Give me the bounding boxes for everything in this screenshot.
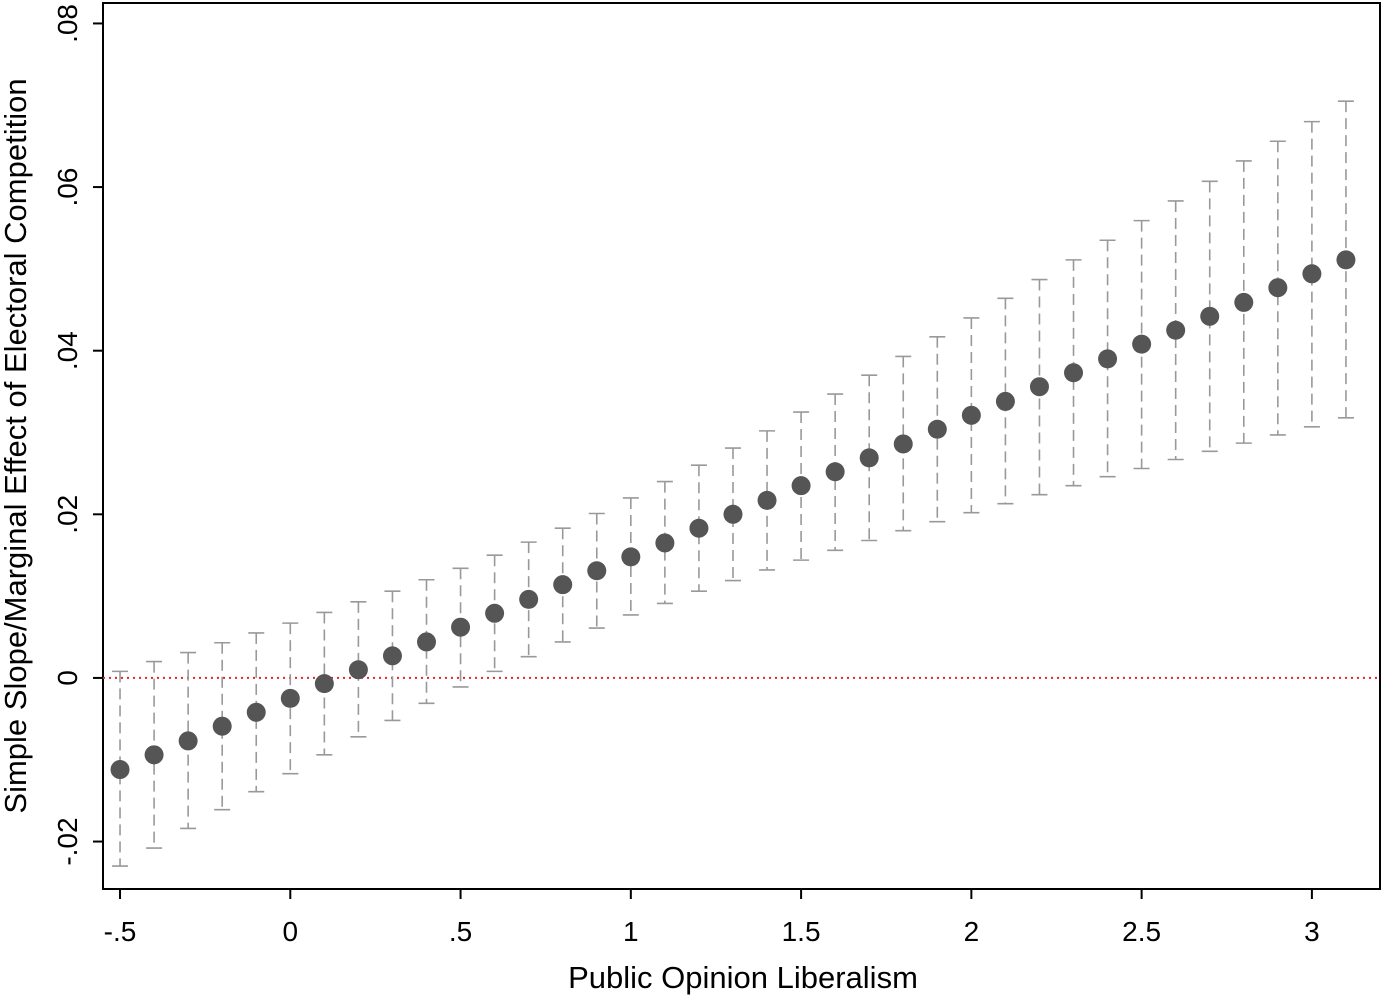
data-point	[1064, 363, 1084, 383]
x-tick-label: -.5	[104, 916, 137, 947]
data-point	[1302, 264, 1322, 284]
points-layer	[110, 250, 1356, 780]
error-bar	[861, 374, 878, 542]
error-bar	[963, 317, 980, 514]
data-point	[893, 434, 913, 454]
data-point	[723, 504, 743, 524]
data-point	[1234, 292, 1254, 312]
data-point	[1200, 306, 1220, 326]
x-tick-label: 2.5	[1122, 916, 1161, 947]
data-point	[791, 476, 811, 496]
data-point	[1336, 250, 1356, 270]
data-point	[553, 575, 573, 595]
data-point	[417, 632, 437, 652]
data-point	[825, 462, 845, 482]
x-tick-label: .5	[449, 916, 472, 947]
y-axis: -.02 0 .02 .04 .06 .08	[52, 4, 103, 866]
x-tick-label: 3	[1304, 916, 1320, 947]
x-axis-title: Public Opinion Liberalism	[568, 960, 918, 995]
data-point	[519, 589, 539, 609]
data-point	[348, 660, 368, 680]
data-point	[859, 448, 879, 468]
x-tick-label: 1.5	[782, 916, 821, 947]
y-tick-label: .02	[52, 495, 83, 534]
error-bar	[1303, 120, 1320, 428]
data-point	[451, 617, 471, 637]
data-point	[280, 688, 300, 708]
data-point	[212, 716, 232, 736]
data-point	[689, 518, 709, 538]
error-bar	[1201, 180, 1218, 453]
data-point	[1098, 349, 1118, 369]
data-point	[1029, 377, 1049, 397]
error-bars-layer	[112, 100, 1354, 867]
data-point	[178, 731, 198, 751]
error-bar	[724, 447, 741, 582]
y-tick-label: 0	[52, 670, 83, 686]
error-bar	[350, 601, 367, 738]
x-tick-label: 2	[964, 916, 980, 947]
y-tick-label: .08	[52, 4, 83, 43]
y-tick-label: .06	[52, 168, 83, 207]
x-tick-label: 1	[623, 916, 639, 947]
y-axis-title: Simple Slope/Marginal Effect of Electora…	[0, 78, 33, 813]
plot-area-frame	[102, 2, 1381, 890]
y-tick-label: .04	[52, 331, 83, 370]
data-point	[961, 405, 981, 425]
data-point	[110, 760, 130, 780]
error-bar	[112, 670, 129, 867]
data-point	[621, 547, 641, 567]
data-point	[995, 391, 1015, 411]
data-point	[757, 490, 777, 510]
data-point	[1166, 320, 1186, 340]
error-bar	[384, 590, 401, 722]
data-point	[246, 702, 266, 722]
y-tick-label: -.02	[52, 817, 83, 865]
error-bar	[1099, 239, 1116, 478]
error-bar	[214, 641, 231, 811]
error-bar	[248, 632, 265, 793]
data-point	[1268, 278, 1288, 298]
x-tick-label: 0	[283, 916, 299, 947]
data-point	[485, 603, 505, 623]
data-point	[1132, 334, 1152, 354]
data-point	[655, 533, 675, 553]
data-point	[314, 674, 334, 694]
data-point	[587, 561, 607, 581]
x-axis: -.5 0 .5 1 1.5 2 2.5 3	[104, 889, 1320, 947]
data-point	[382, 646, 402, 666]
data-point	[144, 745, 164, 765]
error-bar	[690, 464, 707, 593]
data-point	[927, 419, 947, 439]
